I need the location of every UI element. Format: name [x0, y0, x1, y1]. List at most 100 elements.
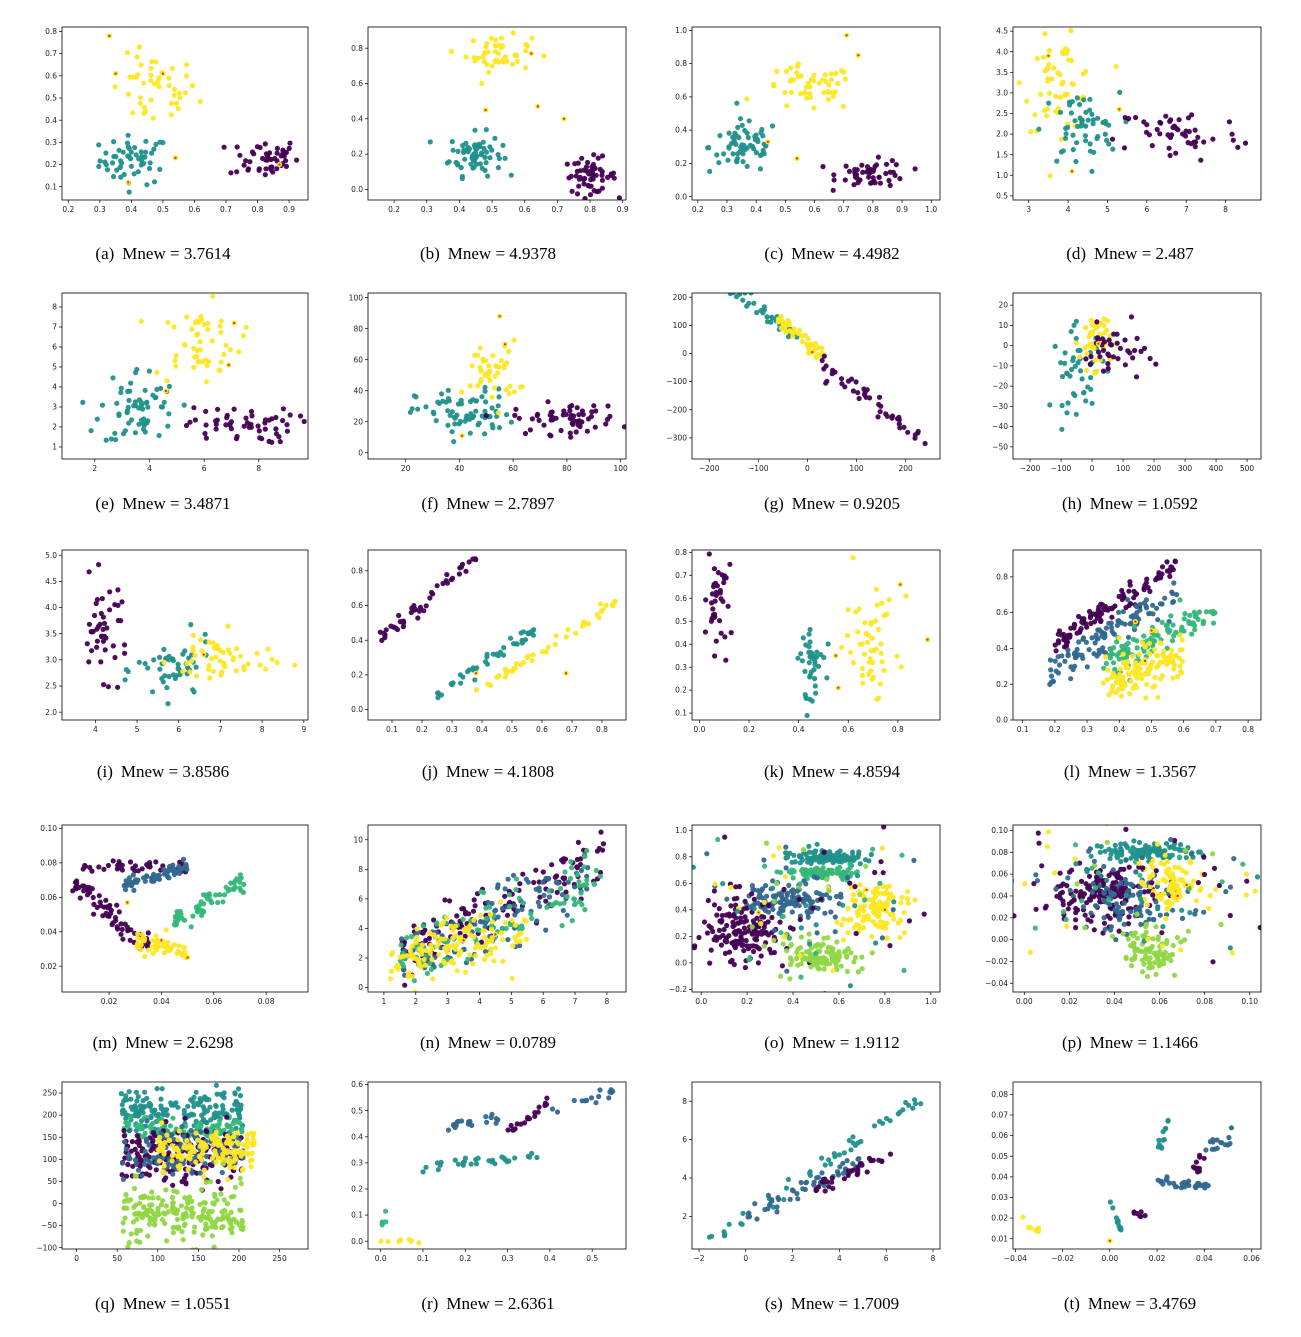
data-point [86, 659, 92, 665]
data-point [546, 875, 552, 882]
data-point [1064, 371, 1070, 377]
data-point [482, 50, 488, 56]
data-point [496, 425, 503, 431]
data-point [496, 386, 502, 392]
data-point [1169, 564, 1175, 571]
data-point [146, 368, 152, 374]
data-point [599, 847, 606, 853]
data-point [519, 906, 525, 912]
data-point [1168, 652, 1174, 658]
data-point [564, 161, 570, 167]
x-tick-label: 0.7 [551, 205, 563, 214]
data-point [824, 876, 830, 882]
data-point [169, 656, 176, 662]
data-point [568, 434, 574, 440]
data-point [1219, 879, 1225, 885]
data-point [742, 965, 748, 971]
data-point [922, 440, 928, 447]
x-tick-label: 0.5 [779, 205, 791, 214]
data-point [1128, 314, 1135, 320]
data-point [1159, 892, 1165, 898]
data-point [862, 897, 868, 903]
data-point [921, 911, 927, 917]
data-point [1044, 113, 1050, 119]
data-point [1090, 117, 1096, 123]
data-point [1102, 633, 1108, 639]
data-point [774, 880, 780, 886]
data-point [138, 417, 144, 423]
data-point [803, 902, 809, 908]
data-point [1083, 881, 1089, 887]
data-point [761, 857, 767, 863]
data-point [110, 375, 116, 381]
data-point [806, 631, 812, 637]
data-point [800, 866, 806, 872]
subplot-label: (n) [419, 1033, 440, 1052]
data-point [415, 957, 422, 963]
y-tick-label: 0.5 [45, 94, 57, 103]
data-point [769, 123, 776, 129]
data-point [1139, 948, 1145, 955]
data-point [790, 875, 796, 881]
data-point [1147, 884, 1154, 890]
data-point [480, 928, 486, 934]
data-point [1088, 375, 1094, 381]
subplot-label: (i) [96, 762, 113, 781]
y-tick-label: 0.10 [40, 824, 57, 833]
y-tick-label: 0 [358, 983, 363, 992]
data-point [1088, 620, 1094, 627]
data-point [127, 937, 133, 943]
center-marker [494, 933, 497, 936]
data-point [1024, 98, 1030, 104]
data-point [206, 893, 212, 899]
data-point [509, 975, 515, 981]
data-point [444, 572, 450, 578]
data-point [209, 338, 215, 344]
data-point [734, 293, 737, 294]
data-point [1114, 622, 1120, 628]
data-point [516, 895, 522, 901]
data-point [520, 900, 526, 906]
data-point [143, 138, 149, 144]
data-point [180, 856, 187, 862]
data-point [463, 140, 469, 146]
data-point [1170, 590, 1176, 597]
data-point [899, 852, 905, 858]
data-point [826, 82, 832, 88]
data-point [734, 159, 740, 165]
data-point [274, 659, 280, 665]
data-point [780, 913, 786, 920]
data-point [1145, 888, 1152, 894]
data-point [221, 351, 227, 358]
data-point [463, 54, 469, 60]
data-point [473, 953, 479, 959]
data-point [807, 857, 813, 864]
data-point [1133, 869, 1139, 875]
data-point [421, 957, 427, 963]
center-marker [108, 34, 111, 37]
data-point [510, 943, 516, 949]
data-point [584, 848, 590, 854]
data-point [797, 91, 804, 97]
data-point [563, 634, 569, 640]
data-point [477, 143, 483, 149]
data-point [1047, 402, 1053, 408]
data-point [1152, 674, 1158, 680]
data-point [483, 127, 489, 133]
data-point [866, 174, 872, 180]
data-point [610, 170, 617, 176]
data-point [733, 915, 739, 921]
data-point [847, 880, 853, 886]
data-point [1054, 893, 1060, 899]
data-point [161, 866, 167, 873]
data-point [1275, 884, 1280, 889]
data-point [1183, 855, 1189, 861]
data-point [439, 391, 445, 397]
data-point [713, 937, 720, 943]
data-point [1155, 906, 1161, 912]
data-point [879, 659, 885, 665]
x-tick-label: 300 [1178, 464, 1193, 473]
data-point [599, 172, 605, 178]
data-point [1045, 76, 1051, 82]
data-point [1075, 360, 1081, 366]
